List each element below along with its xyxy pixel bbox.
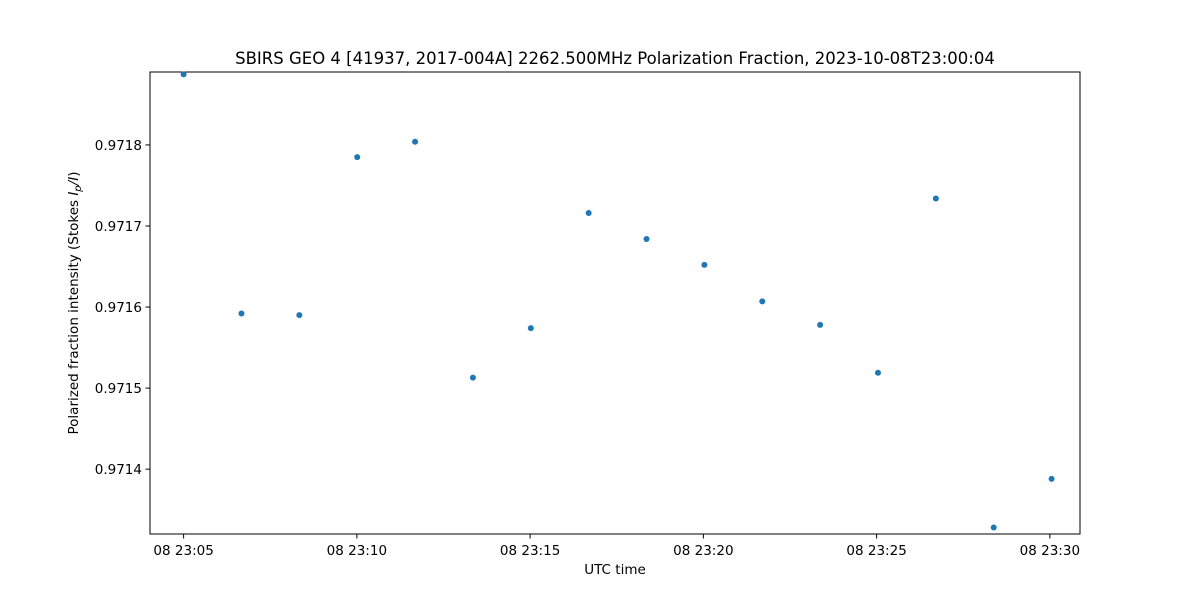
x-tick-label: 08 23:15 <box>500 543 560 559</box>
plot-frame <box>149 71 1081 535</box>
data-point <box>817 321 824 328</box>
y-tick-label: 0.9717 <box>95 219 142 235</box>
data-point <box>932 195 939 202</box>
x-tick-label: 08 23:20 <box>673 543 733 559</box>
x-axis: 08 23:05 08 23:10 08 23:15 08 23:20 08 23:25… <box>153 534 1080 559</box>
data-point <box>585 210 592 217</box>
x-axis-label: UTC time <box>584 562 646 578</box>
data-point <box>412 138 419 145</box>
x-tick-label: 08 23:25 <box>846 543 906 559</box>
data-point <box>759 298 766 305</box>
x-tick-label: 08 23:05 <box>153 543 213 559</box>
y-tick-label: 0.9714 <box>95 462 142 478</box>
data-point <box>874 369 881 376</box>
data-point <box>643 235 650 242</box>
data-point <box>469 374 476 381</box>
data-point <box>990 524 997 531</box>
data-point <box>238 310 245 317</box>
data-point <box>354 154 361 161</box>
x-tick-label: 08 23:10 <box>327 543 387 559</box>
y-tick-label: 0.9715 <box>95 381 142 397</box>
y-axis: 0.9714 0.9715 0.9716 0.9717 0.9718 <box>95 138 150 478</box>
data-point <box>296 312 303 319</box>
data-point <box>180 71 187 78</box>
data-point <box>701 261 708 268</box>
data-point <box>1048 475 1055 482</box>
y-tick-label: 0.9718 <box>95 138 142 154</box>
chart-title: SBIRS GEO 4 [41937, 2017-004A] 2262.500M… <box>235 49 995 68</box>
x-tick-label: 08 23:30 <box>1020 543 1080 559</box>
data-point <box>527 325 534 332</box>
data-points <box>180 71 1055 531</box>
y-tick-label: 0.9716 <box>95 300 142 316</box>
y-axis-label: Polarized fraction intensity (Stokes Ip/… <box>66 172 84 435</box>
